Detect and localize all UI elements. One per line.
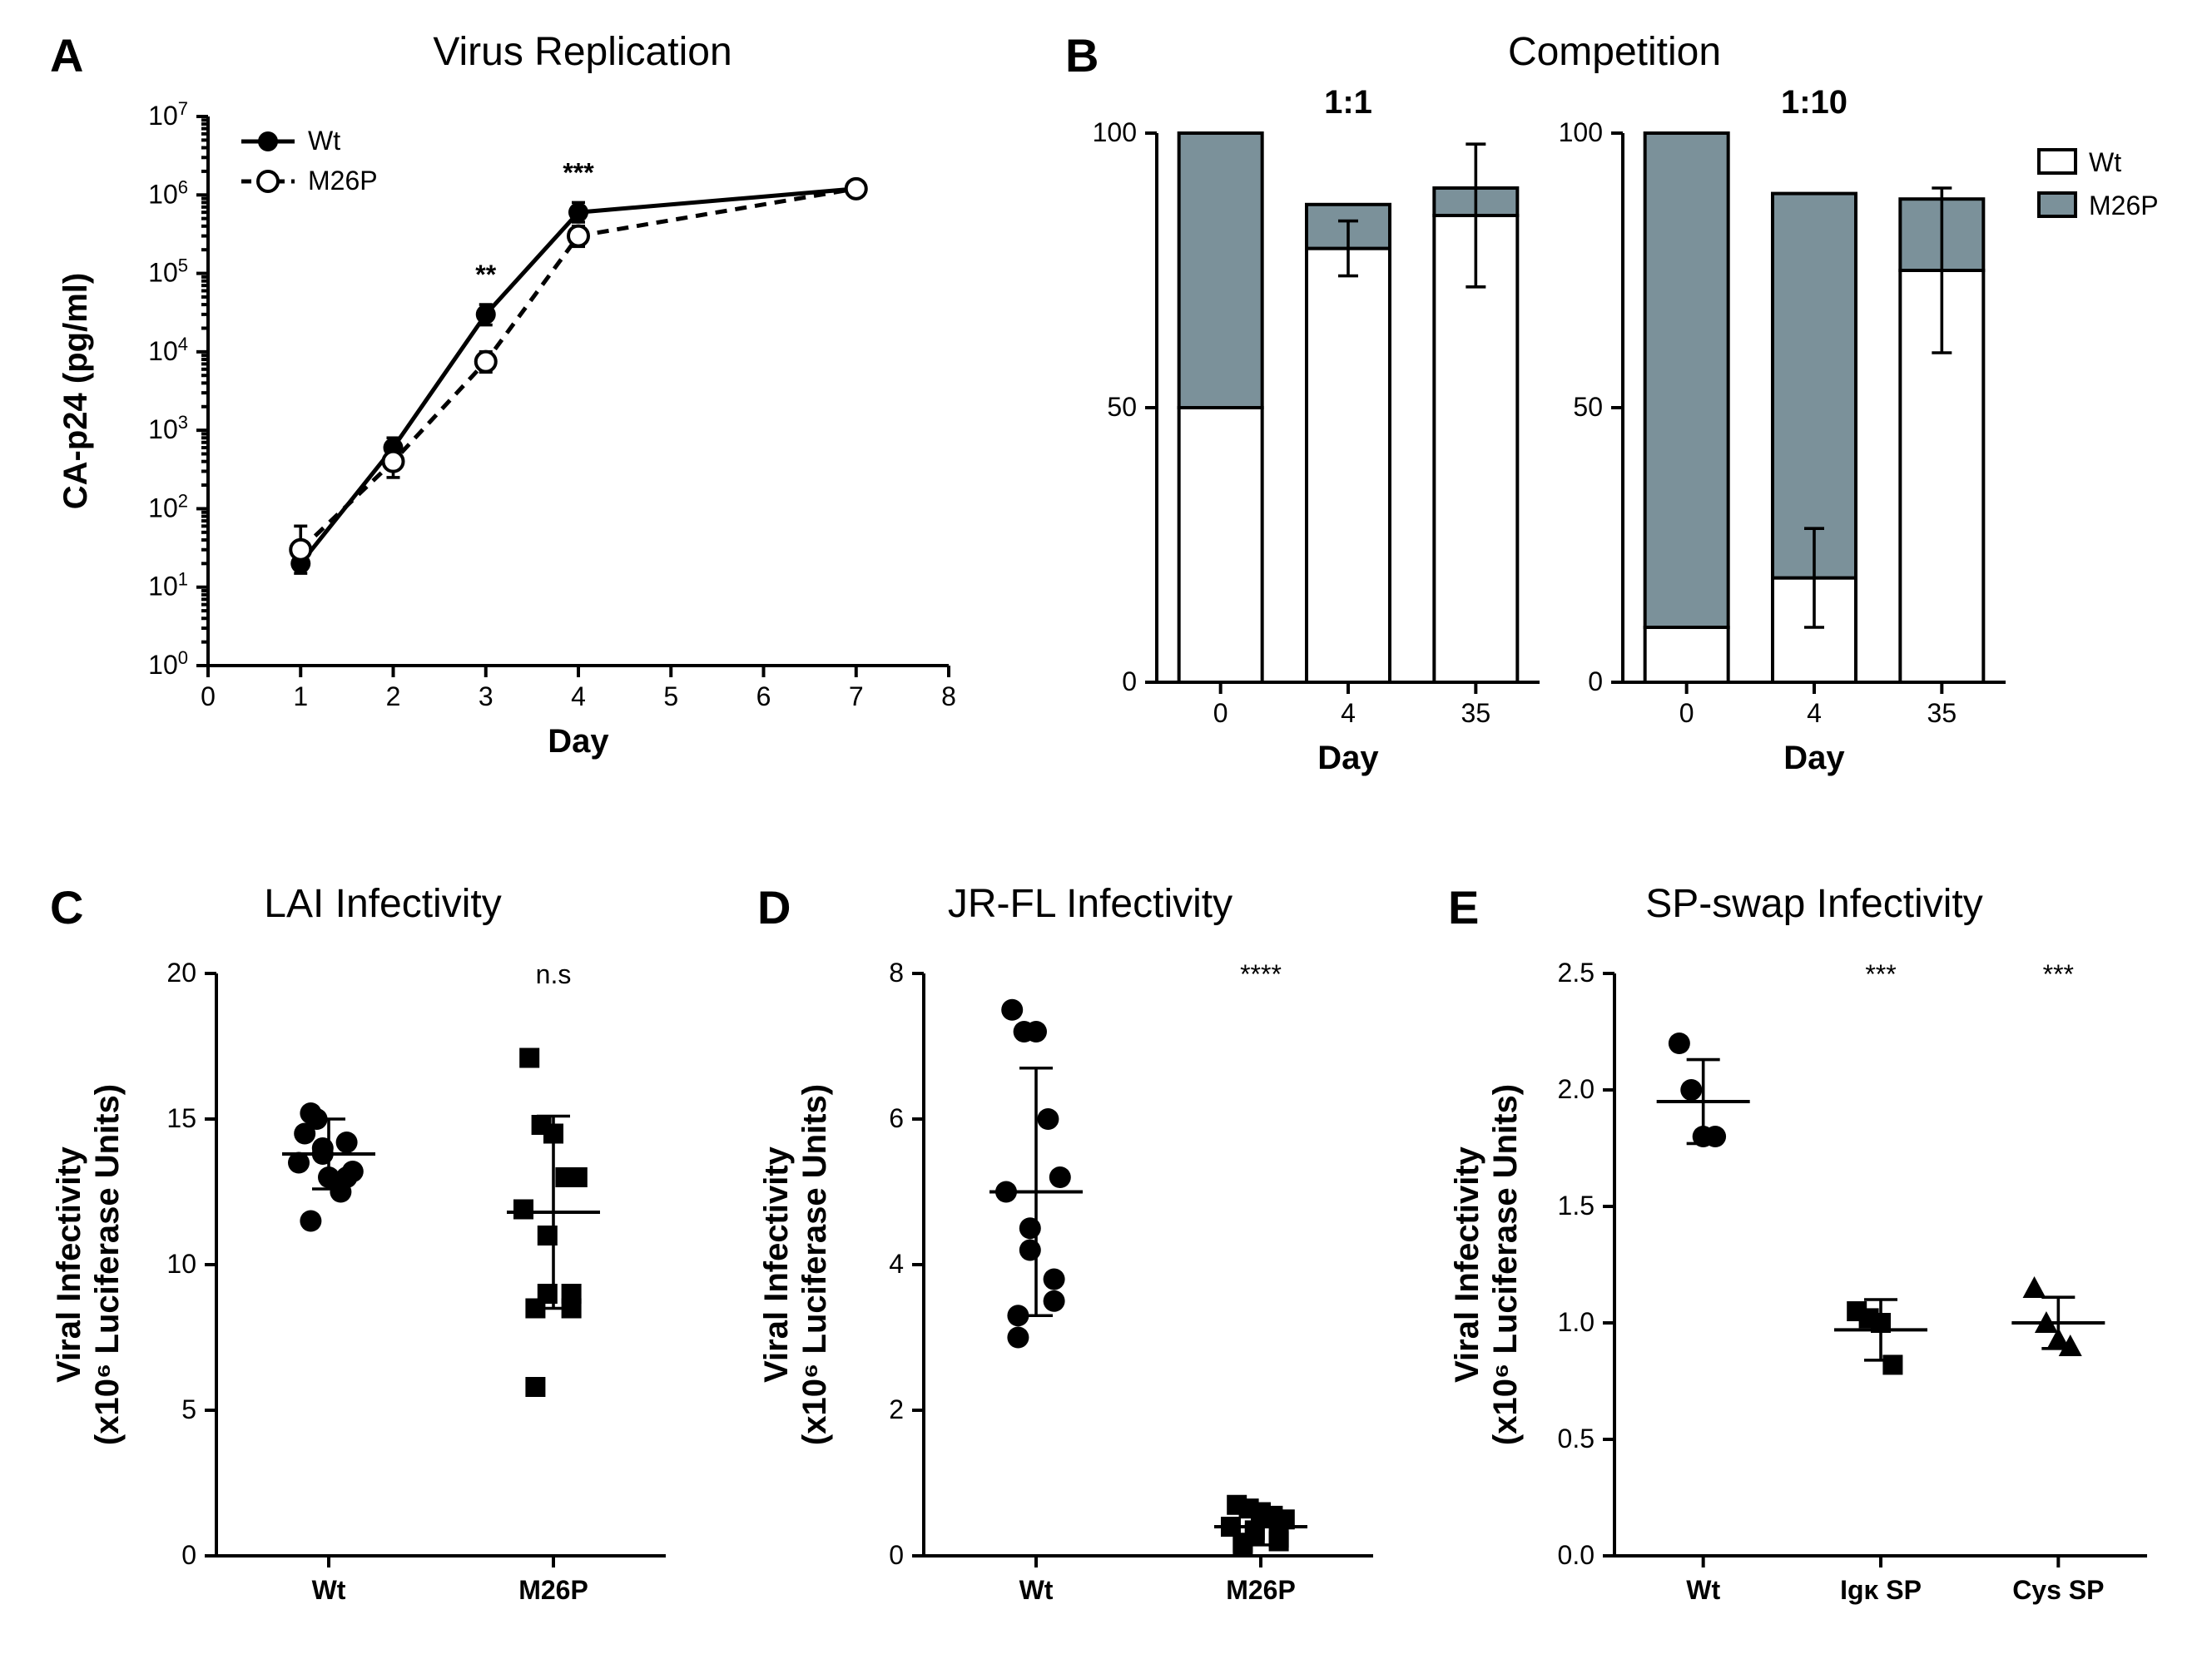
svg-text:***: ***: [563, 157, 594, 187]
svg-text:Day: Day: [548, 723, 609, 760]
svg-text:0: 0: [181, 1540, 196, 1570]
svg-text:5: 5: [663, 681, 678, 711]
svg-text:0: 0: [1679, 698, 1694, 728]
svg-text:10: 10: [166, 1249, 196, 1279]
svg-text:1.0: 1.0: [1558, 1307, 1595, 1337]
svg-text:2.0: 2.0: [1558, 1074, 1595, 1104]
svg-text:**: **: [475, 260, 496, 290]
panel-c-chart: 0 5 10 15 20 Viral Infectivity(x10⁶ Luciferas…: [50, 924, 699, 1656]
svg-text:50: 50: [1107, 392, 1137, 422]
svg-text:1:1: 1:1: [1324, 84, 1372, 121]
svg-text:Igκ SP: Igκ SP: [1840, 1575, 1922, 1605]
panel-d-chart: 0 2 4 6 8 Viral Infectivity(x10⁶ Luciferase U…: [757, 924, 1406, 1656]
svg-text:M26P: M26P: [308, 166, 378, 196]
svg-text:0: 0: [1588, 666, 1603, 696]
svg-text:35: 35: [1461, 698, 1491, 728]
svg-text:2: 2: [386, 681, 401, 711]
svg-text:1.5: 1.5: [1558, 1191, 1595, 1221]
panel-a-chart: 0 1 2 3 4 5 6 7 8 100 101 102 103 104 105 106 107 Day CA-p…: [50, 67, 982, 782]
panel-d-title: JR-FL Infectivity: [841, 882, 1340, 929]
svg-text:Wt: Wt: [2089, 147, 2121, 177]
svg-text:100: 100: [1093, 117, 1137, 147]
panel-e-title: SP-swap Infectivity: [1531, 882, 2097, 929]
svg-text:102: 102: [148, 490, 188, 523]
svg-text:Day: Day: [1317, 740, 1379, 776]
svg-text:Viral Infectivity(x10⁶ Lucifer: Viral Infectivity(x10⁶ Luciferase Units): [1449, 1084, 1524, 1445]
svg-text:8: 8: [941, 681, 956, 711]
svg-text:0: 0: [1122, 666, 1137, 696]
svg-text:104: 104: [148, 333, 188, 366]
svg-text:1: 1: [293, 681, 308, 711]
svg-text:5: 5: [181, 1394, 196, 1424]
svg-text:Day: Day: [1783, 740, 1845, 776]
svg-text:Wt: Wt: [312, 1575, 346, 1605]
svg-text:0: 0: [201, 681, 216, 711]
svg-text:Wt: Wt: [1686, 1575, 1720, 1605]
svg-text:105: 105: [148, 255, 188, 288]
svg-text:M26P: M26P: [518, 1575, 588, 1605]
svg-text:35: 35: [1927, 698, 1957, 728]
svg-text:4: 4: [1807, 698, 1822, 728]
svg-text:****: ****: [1240, 959, 1282, 989]
svg-text:100: 100: [148, 647, 188, 681]
svg-text:0.0: 0.0: [1558, 1540, 1595, 1570]
svg-text:15: 15: [166, 1103, 196, 1133]
svg-text:***: ***: [1865, 959, 1896, 989]
svg-text:0.5: 0.5: [1558, 1424, 1595, 1454]
svg-text:Wt: Wt: [1019, 1575, 1054, 1605]
svg-text:4: 4: [571, 681, 586, 711]
svg-text:4: 4: [889, 1249, 904, 1279]
svg-text:CA-p24 (pg/ml): CA-p24 (pg/ml): [57, 273, 94, 509]
svg-text:6: 6: [889, 1103, 904, 1133]
svg-text:Cys SP: Cys SP: [2012, 1575, 2104, 1605]
panel-b-chart: 0 50 100 0 4 35 1:1 Day 0 50 100 0 4 35 1:10 Day Wt M26P: [1065, 67, 2197, 782]
svg-text:20: 20: [166, 958, 196, 988]
svg-text:***: ***: [2043, 959, 2074, 989]
svg-text:M26P: M26P: [2089, 191, 2159, 220]
svg-text:103: 103: [148, 412, 188, 444]
svg-text:2: 2: [889, 1394, 904, 1424]
svg-text:100: 100: [1559, 117, 1603, 147]
svg-text:50: 50: [1573, 392, 1603, 422]
svg-text:6: 6: [756, 681, 771, 711]
svg-text:101: 101: [148, 568, 188, 602]
svg-text:8: 8: [889, 958, 904, 988]
svg-text:3: 3: [479, 681, 493, 711]
svg-text:M26P: M26P: [1226, 1575, 1296, 1605]
svg-text:Wt: Wt: [308, 126, 340, 156]
svg-text:4: 4: [1341, 698, 1356, 728]
svg-text:1:10: 1:10: [1781, 84, 1847, 121]
svg-text:Viral Infectivity(x10⁶ Lucifer: Viral Infectivity(x10⁶ Luciferase Units): [758, 1084, 833, 1445]
svg-text:7: 7: [849, 681, 864, 711]
svg-text:106: 106: [148, 176, 188, 210]
svg-text:2.5: 2.5: [1558, 958, 1595, 988]
panel-e-chart: 0.0 0.5 1.0 1.5 2.0 2.5 Viral Infectivity(x10⁶…: [1448, 924, 2180, 1656]
svg-text:107: 107: [148, 98, 188, 131]
svg-text:Viral Infectivity(x10⁶ Lucifer: Viral Infectivity(x10⁶ Luciferase Units): [51, 1084, 126, 1445]
svg-text:0: 0: [1213, 698, 1228, 728]
svg-text:n.s: n.s: [536, 959, 572, 989]
panel-c-title: LAI Infectivity: [133, 882, 632, 929]
svg-text:0: 0: [889, 1540, 904, 1570]
